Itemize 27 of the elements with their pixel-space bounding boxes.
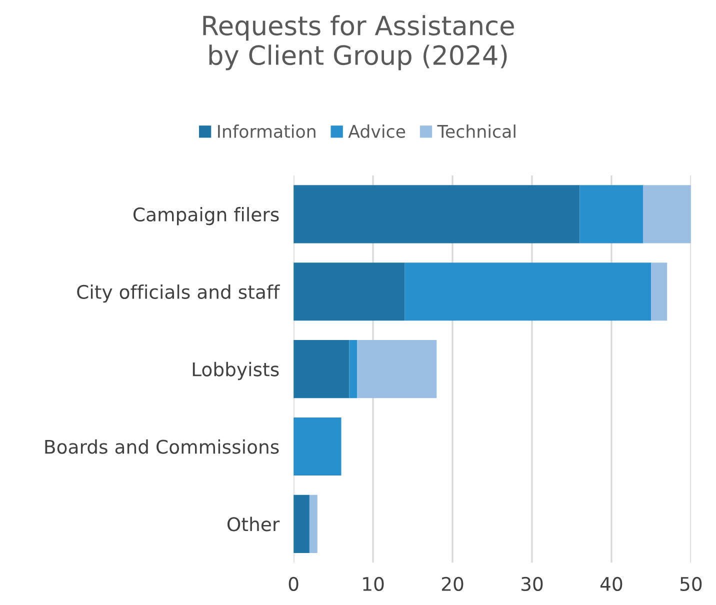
bar [294,417,342,476]
x-tick-label: 50 [680,576,702,592]
bar [309,494,318,553]
bar [357,340,437,398]
legend-label: Advice [348,124,406,138]
bar [294,494,310,553]
bar [349,340,358,398]
bar [580,185,644,244]
x-tick-label: 0 [288,576,298,592]
x-tick-label: 10 [363,576,384,592]
x-tick-label: 30 [521,576,543,592]
legend-label: Technical [437,124,516,138]
x-tick-label: 40 [600,576,622,592]
y-tick-label: Lobbyists [192,362,279,380]
bar [651,262,668,321]
bar [643,185,691,244]
chart-title: Requests for Assistance by Client Group (2024) [203,15,514,70]
bar [404,262,652,321]
bar [294,262,405,321]
bar [294,340,350,398]
y-tick-label: City officials and staff [77,284,280,303]
y-tick-label: Other [227,516,280,532]
legend-label: Information [218,124,316,138]
y-tick-label: Boards and Commissions [45,439,279,454]
x-tick-label: 20 [442,576,464,592]
bar [294,185,580,244]
y-tick-label: Campaign filers [133,207,279,226]
